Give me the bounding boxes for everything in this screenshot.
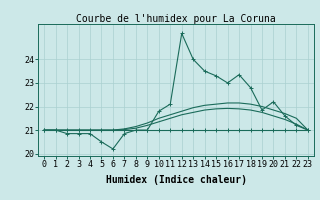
Title: Courbe de l'humidex pour La Coruna: Courbe de l'humidex pour La Coruna — [76, 14, 276, 24]
X-axis label: Humidex (Indice chaleur): Humidex (Indice chaleur) — [106, 175, 246, 185]
